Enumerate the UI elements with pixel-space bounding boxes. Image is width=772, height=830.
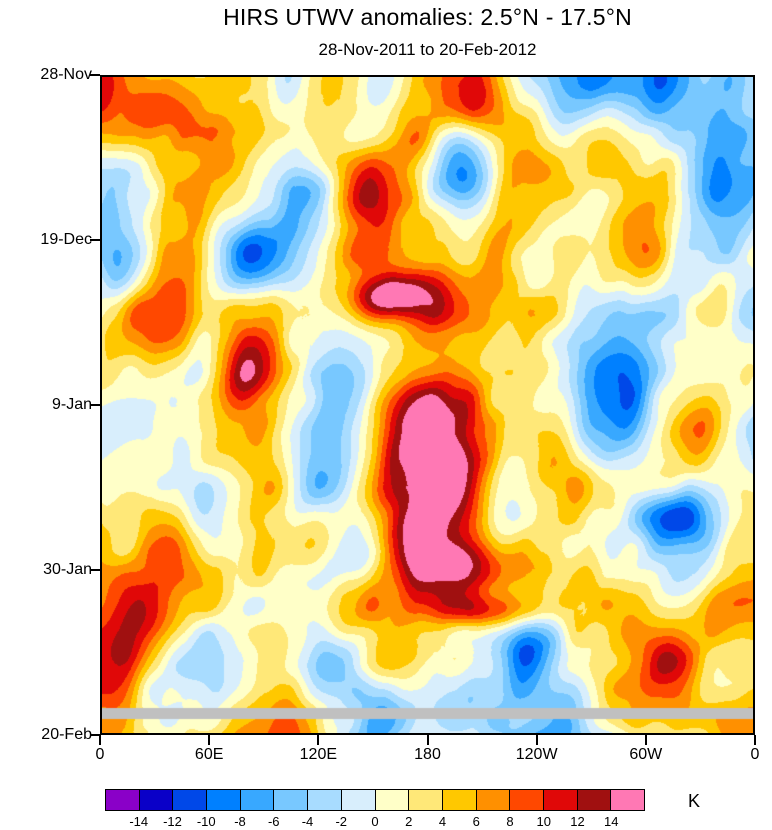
chart-subtitle: 28-Nov-2011 to 20-Feb-2012 [318, 40, 537, 59]
y-axis-tick [90, 404, 100, 406]
y-axis-tick-label: 9-Jan [51, 396, 92, 413]
colorbar-segment [442, 790, 477, 810]
y-axis-tick-label: 28-Nov [40, 66, 92, 83]
y-axis-tick-label: 30-Jan [43, 561, 92, 578]
colorbar-segment [240, 790, 275, 810]
colorbar-segment [510, 790, 544, 810]
colorbar-tick-label: 6 [472, 814, 480, 829]
colorbar-tick-label: 8 [506, 814, 514, 829]
colorbar-tick-label: -14 [129, 814, 149, 829]
x-axis-tick [754, 735, 756, 745]
y-axis-tick [90, 239, 100, 241]
colorbar-tick-label: -10 [196, 814, 216, 829]
x-axis-tick [99, 735, 101, 745]
colorbar-tick-label: -4 [301, 814, 314, 829]
colorbar-tick-label: 2 [405, 814, 413, 829]
x-axis-tick [208, 735, 211, 745]
colorbar-segment [106, 790, 140, 810]
colorbar-tick-label: 14 [604, 814, 619, 829]
x-axis-tick [426, 735, 429, 745]
colorbar-tick-label: -8 [234, 814, 246, 829]
colorbar-tick-label: 4 [438, 814, 447, 829]
x-axis-tick-label: 60E [194, 746, 224, 763]
colorbar-segment [341, 790, 376, 810]
x-axis-tick-label: 60W [629, 746, 663, 763]
x-axis-tick-label: 0 [95, 746, 105, 763]
colorbar-tick-label: -2 [335, 814, 348, 829]
colorbar-segment [409, 790, 443, 810]
colorbar-tick-label: -6 [267, 814, 280, 829]
colorbar-tick-label: 0 [371, 814, 379, 829]
y-axis-tick-label: 19-Dec [40, 231, 92, 248]
colorbar-unit-label: K [688, 791, 701, 811]
x-axis-tick-label: 180 [414, 746, 441, 763]
plot-area [100, 75, 755, 735]
colorbar-segment [308, 790, 342, 810]
y-axis-tick [90, 74, 100, 76]
colorbar-segment [139, 790, 174, 810]
colorbar-segment [274, 790, 309, 810]
colorbar-segment [611, 790, 644, 810]
colorbar-segment [173, 790, 208, 810]
colorbar-tick-label: 12 [570, 814, 585, 829]
x-axis-tick [535, 735, 538, 745]
x-axis-tick [644, 735, 647, 745]
colorbar-segment [543, 790, 578, 810]
x-axis-tick-label: 0 [750, 746, 760, 763]
heatmap-canvas [102, 77, 753, 733]
chart-title: HIRS UTWV anomalies: 2.5°N - 17.5°N [223, 4, 632, 30]
y-axis-tick [90, 569, 100, 571]
colorbar [105, 789, 645, 811]
colorbar-segment [375, 790, 410, 810]
colorbar-segment [207, 790, 241, 810]
y-axis-tick-label: 20-Feb [41, 726, 92, 743]
colorbar-segment [476, 790, 511, 810]
colorbar-segment [577, 790, 612, 810]
x-axis-tick-label: 120W [515, 746, 558, 763]
colorbar-tick-label: -12 [163, 814, 182, 829]
x-axis-tick [317, 735, 320, 745]
y-axis-tick [90, 734, 100, 736]
x-axis-tick-label: 120E [299, 746, 338, 763]
colorbar-tick-label: 10 [536, 814, 551, 829]
